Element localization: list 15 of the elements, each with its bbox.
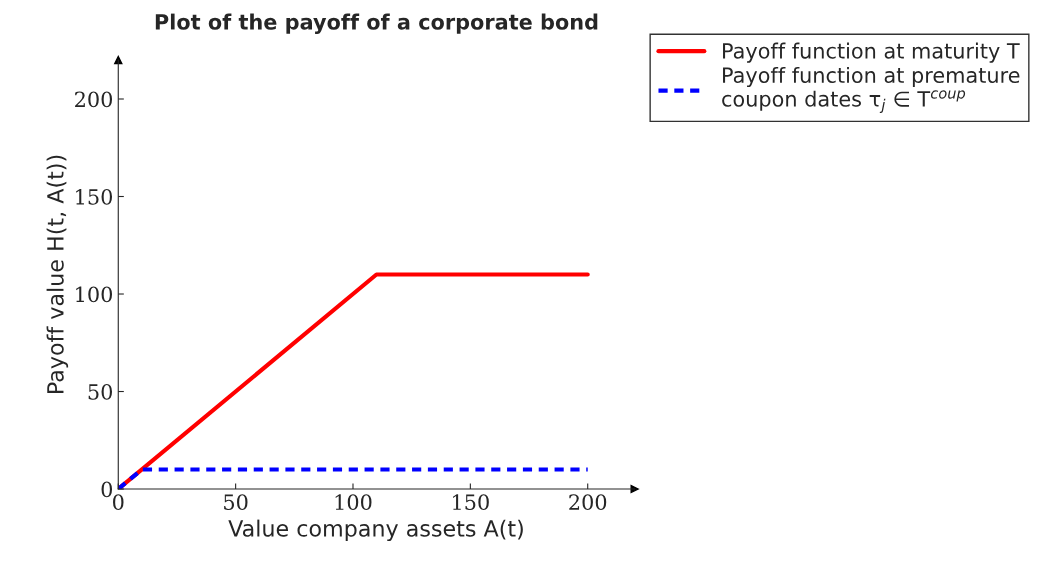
x-tick-label: 100 <box>335 494 372 511</box>
x-axis-title: Value company assets A(t) <box>228 519 523 542</box>
legend-label: Payoff function at premature coupon dates τ$_{j}$ ∈ T$^{coup}$ <box>722 66 1020 113</box>
y-axis-title: Payoff value H(t, A(t)) <box>46 155 69 394</box>
x-tick-label: 200 <box>569 494 607 511</box>
y-tick-label: 0 <box>101 481 113 498</box>
x-tick-label: 150 <box>453 494 489 511</box>
y-tick-label: 200 <box>75 91 113 108</box>
x-tick-label: 50 <box>224 494 248 511</box>
chart-title: Plot of the payoff of a corporate bond <box>155 13 598 34</box>
y-tick-label: 150 <box>76 188 113 205</box>
y-tick-label: 100 <box>76 286 113 303</box>
x-tick-label: 0 <box>113 494 124 511</box>
legend-label: Payoff function at maturity T <box>723 42 1020 63</box>
y-tick-label: 50 <box>88 383 113 400</box>
